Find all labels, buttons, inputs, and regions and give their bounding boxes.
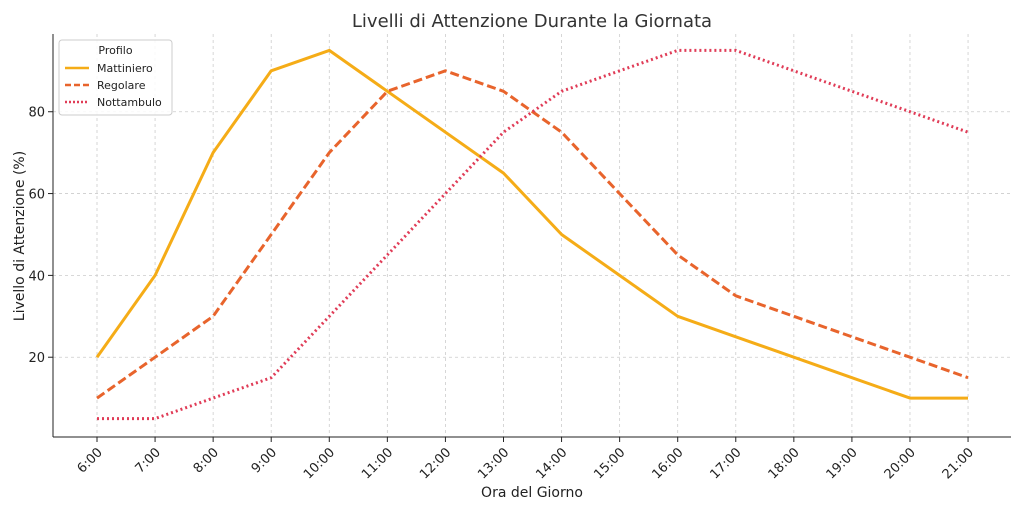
x-tick-label: 21:00 <box>940 445 977 482</box>
y-axis-label: Livello di Attenzione (%) <box>12 151 28 321</box>
grid <box>53 34 1011 437</box>
x-tick-label: 13:00 <box>475 445 512 482</box>
x-tick-label: 19:00 <box>824 445 861 482</box>
x-tick-label: 16:00 <box>649 445 686 482</box>
x-tick-label: 15:00 <box>591 445 628 482</box>
y-axis-ticks: 20 40 60 80 <box>28 106 53 366</box>
legend-label-nottambulo: Nottambulo <box>97 96 162 109</box>
legend-label-regolare: Regolare <box>97 79 146 92</box>
series-line-nottambulo <box>97 48 969 421</box>
axes <box>52 34 1011 438</box>
x-tick-label: 8:00 <box>191 445 222 476</box>
legend: Profilo Mattiniero Regolare Nottambulo <box>58 39 173 116</box>
chart-title: Livelli di Attenzione Durante la Giornat… <box>352 11 712 32</box>
x-tick-label: 9:00 <box>249 445 280 476</box>
y-tick-label: 80 <box>28 106 45 121</box>
x-tick-label: 20:00 <box>882 445 919 482</box>
series-line-mattiniero <box>95 48 968 400</box>
x-tick-label: 10:00 <box>301 445 338 482</box>
y-tick-label: 20 <box>28 351 45 366</box>
x-tick-label: 17:00 <box>707 445 744 482</box>
x-axis-ticks: 6:00 7:00 8:00 9:00 10:00 11:00 12:00 13:00 14:0… <box>75 437 977 482</box>
series-line-regolare <box>96 69 969 400</box>
x-tick-label: 18:00 <box>766 445 803 482</box>
x-tick-label: 11:00 <box>359 445 396 482</box>
y-tick-label: 40 <box>28 269 45 284</box>
x-tick-label: 14:00 <box>533 445 570 482</box>
legend-label-mattiniero: Mattiniero <box>97 62 153 75</box>
legend-title: Profilo <box>98 44 132 57</box>
y-tick-label: 60 <box>28 188 45 203</box>
x-tick-label: 7:00 <box>133 445 164 476</box>
x-tick-label: 12:00 <box>417 445 454 482</box>
x-axis-label: Ora del Giorno <box>481 485 583 501</box>
x-tick-label: 6:00 <box>75 445 106 476</box>
legend-box <box>58 39 173 116</box>
series-lines <box>95 48 969 421</box>
